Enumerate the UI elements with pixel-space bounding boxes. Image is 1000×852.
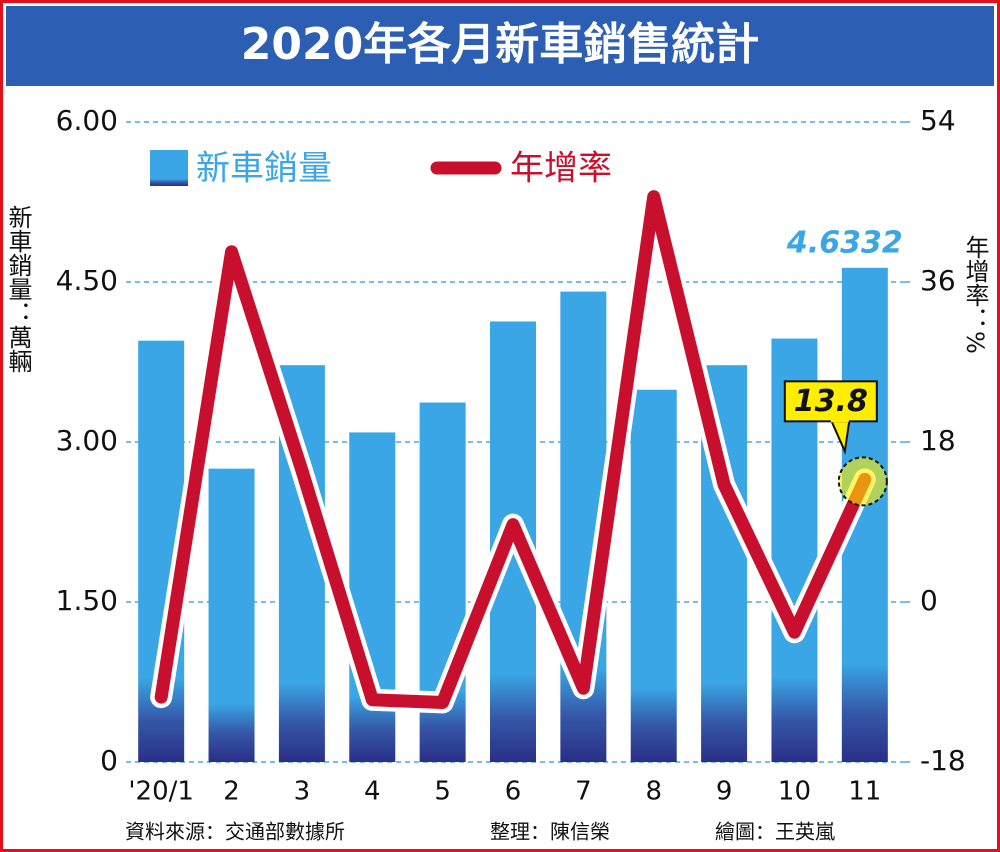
editor: 整理：陳信榮 — [490, 820, 610, 844]
y-tick-label: 6.00 — [56, 104, 118, 137]
x-tick-label: 8 — [645, 777, 662, 807]
x-tick-label: 2 — [223, 777, 240, 807]
x-tick-label: 6 — [505, 777, 522, 807]
y2-tick-label: 54 — [920, 104, 956, 137]
title-banner — [6, 6, 994, 86]
line — [154, 190, 872, 709]
bar — [349, 432, 396, 762]
x-tick-label: 4 — [364, 777, 381, 807]
x-tick-label: '20/1 — [128, 777, 194, 807]
y2-axis-title: 年增率：% — [961, 235, 989, 354]
value-label: 4.6332 — [786, 225, 903, 260]
source: 資料來源：交通部數據所 — [125, 820, 345, 844]
callout-box — [783, 380, 878, 423]
y-tick-label: 4.50 — [56, 264, 118, 297]
y2-tick-label: 18 — [920, 424, 956, 457]
value-label: 13.8 — [794, 384, 868, 419]
y2-tick-label: 36 — [920, 264, 956, 297]
legend-label: 年增率 — [510, 149, 612, 189]
y-tick-label: 3.00 — [56, 424, 118, 457]
callout-mask — [830, 418, 849, 423]
x-tick-label: 3 — [294, 777, 311, 807]
legend-label: 新車銷量 — [196, 149, 332, 189]
y-tick-label: 0 — [100, 744, 118, 777]
x-tick-label: 7 — [575, 777, 592, 807]
bar — [630, 389, 677, 762]
y2-tick-label: -18 — [920, 744, 966, 777]
x-tick-label: 9 — [716, 777, 733, 807]
highlight-ring — [837, 456, 888, 507]
y-tick-label: 1.50 — [56, 584, 118, 617]
x-tick-label: 10 — [778, 777, 811, 807]
chart-title: 2020年各月新車銷售統計 — [241, 19, 759, 70]
x-tick-label: 11 — [848, 777, 881, 807]
x-tick-label: 5 — [434, 777, 451, 807]
y-axis-title: 新車銷量：萬輛 — [4, 205, 32, 373]
bar — [208, 468, 255, 762]
illustrator: 繪圖：王英嵐 — [715, 820, 835, 844]
legend-swatch — [150, 150, 188, 186]
y2-tick-label: 0 — [920, 584, 938, 617]
